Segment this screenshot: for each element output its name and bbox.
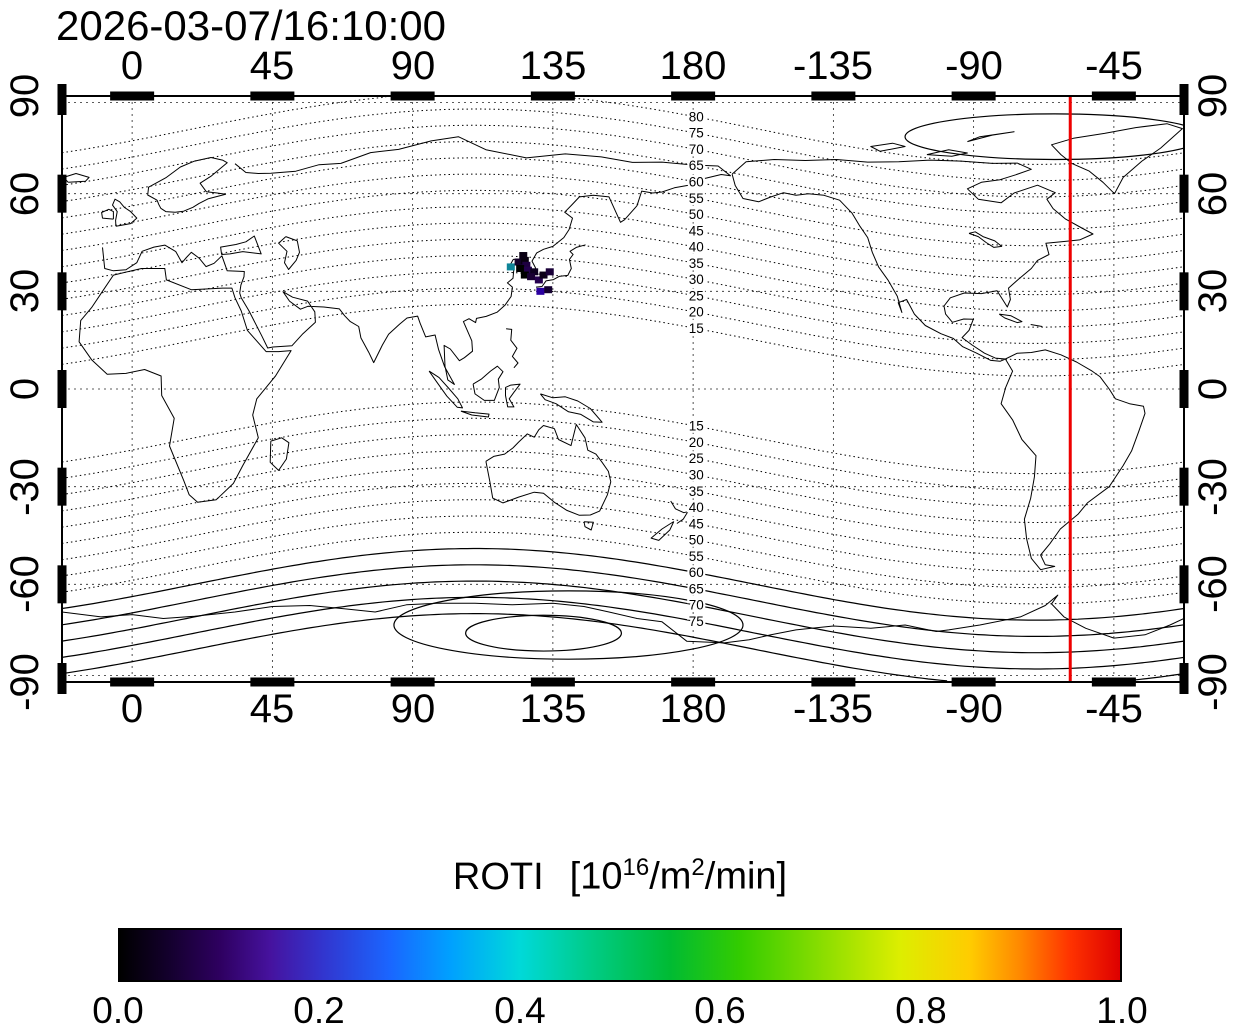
svg-text:55: 55 bbox=[689, 191, 704, 206]
svg-text:25: 25 bbox=[689, 451, 704, 466]
svg-text:70: 70 bbox=[689, 598, 704, 613]
svg-text:35: 35 bbox=[689, 484, 704, 499]
svg-text:80: 80 bbox=[689, 109, 704, 124]
svg-text:55: 55 bbox=[689, 549, 704, 564]
lon-tick-label-top: 0 bbox=[120, 44, 144, 88]
colorbar-unit-suffix: /min] bbox=[704, 855, 788, 898]
lat-tick-label-left: -90 bbox=[3, 653, 47, 711]
timestamp-title: 2026-03-07/16:10:00 bbox=[56, 2, 446, 49]
svg-text:50: 50 bbox=[689, 533, 704, 548]
svg-text:25: 25 bbox=[689, 288, 704, 303]
lon-tick-label-top: -135 bbox=[792, 44, 874, 88]
lat-tick-label-right: -90 bbox=[1191, 653, 1235, 711]
svg-text:75: 75 bbox=[689, 126, 704, 141]
svg-text:75: 75 bbox=[689, 614, 704, 629]
svg-text:30: 30 bbox=[689, 272, 704, 287]
lon-tick-label-top: 45 bbox=[249, 44, 295, 88]
colorbar-tick-label: 1.0 bbox=[1096, 990, 1148, 1024]
lon-tick-label-bottom: 180 bbox=[659, 687, 727, 731]
svg-text:15: 15 bbox=[689, 321, 704, 336]
lon-tick-label-top: 90 bbox=[390, 44, 436, 88]
lon-tick-label-top: 180 bbox=[659, 44, 727, 88]
svg-text:40: 40 bbox=[689, 500, 704, 515]
svg-text:30: 30 bbox=[689, 468, 704, 483]
svg-text:45: 45 bbox=[689, 516, 704, 531]
svg-text:65: 65 bbox=[689, 158, 704, 173]
lon-tick-label-bottom: -90 bbox=[945, 687, 1003, 731]
svg-text:60: 60 bbox=[689, 565, 704, 580]
colorbar-unit-prefix: [10 bbox=[569, 855, 623, 898]
colorbar-tick-label: 0.6 bbox=[694, 990, 746, 1024]
lon-tick-label-top: -45 bbox=[1085, 44, 1143, 88]
colorbar-tick-label: 0.4 bbox=[494, 990, 546, 1024]
colorbar-title: ROTI [1016/m2/min] bbox=[118, 854, 1122, 899]
world-map-plot: 8075706560555045403530252015152025303540… bbox=[57, 84, 1189, 694]
lon-tick-label-top: -90 bbox=[945, 44, 1003, 88]
colorbar-unit-exp2: 2 bbox=[691, 854, 705, 881]
colorbar-tick-label: 0.2 bbox=[293, 990, 345, 1024]
svg-text:40: 40 bbox=[689, 240, 704, 255]
lon-tick-label-bottom: 90 bbox=[390, 687, 436, 731]
lon-tick-label-bottom: 0 bbox=[120, 687, 144, 731]
svg-text:50: 50 bbox=[689, 207, 704, 222]
svg-text:35: 35 bbox=[689, 256, 704, 271]
svg-text:20: 20 bbox=[689, 435, 704, 450]
svg-text:45: 45 bbox=[689, 223, 704, 238]
colorbar-tick-label: 0.0 bbox=[92, 990, 144, 1024]
svg-text:70: 70 bbox=[689, 142, 704, 157]
lon-tick-label-bottom: -135 bbox=[792, 687, 874, 731]
colorbar-tick-label: 0.8 bbox=[895, 990, 947, 1024]
colorbar-unit-mid: /m bbox=[649, 855, 692, 898]
colorbar-gradient bbox=[118, 928, 1122, 982]
svg-text:65: 65 bbox=[689, 581, 704, 596]
lon-tick-label-bottom: 135 bbox=[519, 687, 587, 731]
lon-tick-label-bottom: -45 bbox=[1085, 687, 1143, 731]
colorbar-unit-exp1: 16 bbox=[622, 854, 650, 881]
svg-text:20: 20 bbox=[689, 305, 704, 320]
colorbar-quantity-label: ROTI bbox=[452, 855, 544, 898]
lon-tick-label-bottom: 45 bbox=[249, 687, 295, 731]
lon-tick-label-top: 135 bbox=[519, 44, 587, 88]
svg-text:60: 60 bbox=[689, 175, 704, 190]
svg-text:15: 15 bbox=[689, 419, 704, 434]
